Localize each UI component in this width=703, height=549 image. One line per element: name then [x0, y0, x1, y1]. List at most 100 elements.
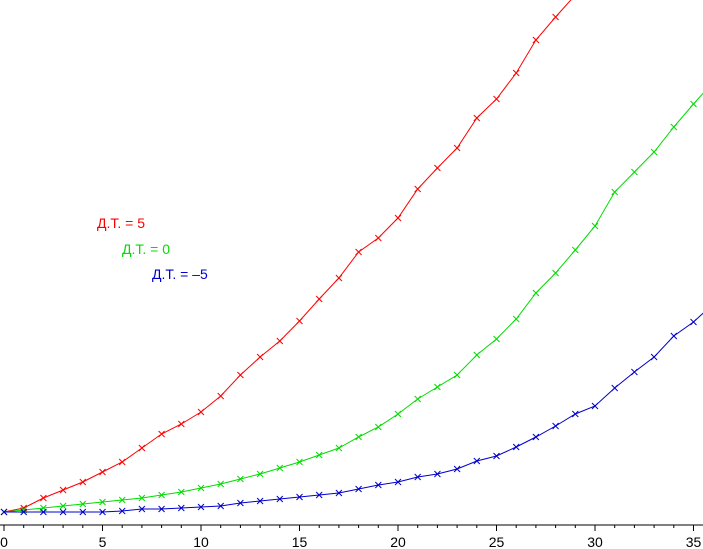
data-point-marker — [591, 222, 599, 230]
data-point-marker — [650, 148, 658, 156]
data-point-marker — [374, 234, 382, 242]
data-point-marker — [473, 457, 481, 465]
data-point-marker — [315, 491, 323, 499]
data-point-marker — [414, 395, 422, 403]
x-tick-label: 5 — [99, 534, 107, 549]
data-point-marker — [59, 502, 67, 510]
data-point-marker — [335, 444, 343, 452]
data-point-marker — [237, 371, 244, 379]
x-tick-label: 15 — [292, 534, 308, 549]
data-point-marker — [217, 392, 225, 400]
data-point-marker — [355, 485, 362, 493]
data-point-marker — [138, 494, 146, 502]
data-point-marker — [99, 468, 106, 476]
data-point-marker — [296, 458, 303, 466]
data-point-marker — [138, 505, 146, 513]
data-point-marker — [355, 248, 362, 256]
data-point-marker — [158, 491, 165, 499]
data-point-marker — [493, 95, 500, 103]
data-point-marker — [217, 480, 225, 488]
data-point-marker — [394, 478, 402, 486]
data-point-marker — [40, 494, 47, 502]
data-point-marker — [79, 478, 87, 486]
data-point-marker — [434, 164, 441, 172]
data-point-marker — [276, 337, 284, 345]
data-point-marker — [177, 420, 185, 428]
series-layer — [0, 0, 703, 516]
series-label-dt-5: Д.Т. = 5 — [97, 215, 145, 231]
data-point-marker — [591, 402, 599, 410]
data-point-marker — [453, 144, 461, 152]
data-point-marker — [532, 36, 540, 44]
x-tick-label: 20 — [390, 534, 406, 549]
data-point-marker — [552, 13, 559, 21]
data-point-marker — [99, 508, 106, 516]
data-point-marker — [453, 465, 461, 473]
data-point-marker — [197, 503, 205, 511]
x-tick-label: 25 — [489, 534, 505, 549]
data-point-marker — [512, 443, 520, 451]
data-point-marker — [670, 332, 678, 340]
x-tick-label: 35 — [686, 534, 702, 549]
data-point-marker — [493, 452, 500, 460]
data-point-marker — [0, 508, 8, 516]
data-point-marker — [237, 475, 244, 483]
data-point-marker — [453, 371, 461, 379]
data-point-marker — [59, 486, 67, 494]
series-0 — [0, 0, 572, 516]
data-point-marker — [414, 473, 422, 481]
data-point-marker — [237, 499, 244, 507]
series-1 — [0, 92, 703, 516]
data-point-marker — [414, 185, 422, 193]
data-point-marker — [118, 496, 126, 504]
x-tick-label: 10 — [193, 534, 209, 549]
data-point-marker — [473, 351, 481, 359]
data-point-marker — [177, 504, 185, 512]
data-point-marker — [512, 315, 520, 323]
series-line — [4, 312, 703, 513]
data-point-marker — [20, 508, 28, 516]
data-point-marker — [138, 444, 146, 452]
data-point-marker — [79, 500, 87, 508]
data-point-marker — [493, 335, 500, 343]
data-point-marker — [434, 470, 441, 478]
data-point-marker — [197, 408, 205, 416]
series-label-dt-0: Д.Т. = 0 — [122, 241, 170, 257]
series-2 — [0, 312, 703, 516]
series-line — [3, 0, 572, 513]
data-point-marker — [158, 430, 165, 438]
data-point-marker — [315, 451, 323, 459]
data-point-marker — [532, 433, 540, 441]
data-point-marker — [256, 353, 264, 361]
data-point-marker — [670, 123, 678, 131]
data-point-marker — [434, 383, 441, 391]
data-point-marker — [512, 69, 520, 77]
data-point-marker — [197, 484, 205, 492]
data-point-marker — [690, 318, 697, 326]
data-point-marker — [118, 507, 126, 515]
series-label-dt-minus-5: Д.Т. = –5 — [152, 266, 208, 282]
data-point-marker — [473, 114, 481, 122]
data-point-marker — [177, 488, 185, 496]
data-point-marker — [217, 502, 225, 510]
x-axis: 0 5 10 15 20 25 30 35 — [0, 524, 703, 549]
data-point-marker — [315, 295, 323, 303]
x-tick-label: 0 — [0, 534, 8, 549]
data-point-marker — [40, 508, 47, 516]
data-point-marker — [552, 269, 559, 277]
data-point-marker — [276, 495, 284, 503]
data-point-marker — [552, 422, 559, 430]
data-point-marker — [631, 168, 638, 176]
data-point-marker — [394, 214, 402, 222]
data-point-marker — [296, 493, 303, 501]
data-point-marker — [99, 498, 106, 506]
data-point-marker — [59, 508, 67, 516]
data-point-marker — [571, 246, 579, 254]
data-point-marker — [394, 410, 402, 418]
data-point-marker — [256, 470, 264, 478]
data-point-marker — [374, 423, 382, 431]
data-point-marker — [79, 508, 87, 516]
data-point-marker — [276, 464, 284, 472]
data-point-marker — [650, 353, 658, 361]
